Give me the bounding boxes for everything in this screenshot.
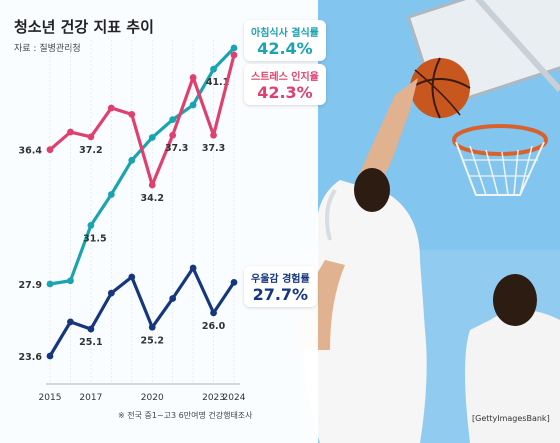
data-point-2-2021 — [169, 295, 177, 302]
data-point-0-2020 — [148, 134, 156, 141]
data-label-0-0: 27.9 — [19, 280, 42, 291]
data-point-0-2015 — [46, 280, 54, 288]
data-label-2-1: 25.1 — [79, 337, 102, 348]
data-point-1-2019 — [128, 110, 136, 118]
chart-title: 청소년 건강 지표 추이 — [14, 18, 154, 36]
chart-note: ※ 전국 중1~고3 6만여명 건강행태조사 — [118, 411, 253, 420]
data-label-1-1: 37.2 — [79, 145, 102, 156]
data-label-1-0: 36.4 — [19, 146, 43, 157]
series-end-label-1: 스트레스 인지율 42.3% — [244, 64, 326, 105]
data-point-1-2023 — [210, 131, 217, 139]
data-point-2-2015 — [46, 352, 54, 360]
series-line-2 — [48, 266, 236, 358]
data-point-2-2022 — [189, 264, 197, 272]
data-label-0-1: 31.5 — [83, 233, 106, 244]
data-label-2-0: 23.6 — [19, 352, 43, 363]
data-point-1-2017 — [87, 133, 95, 141]
x-tick-label-2024: 2024 — [223, 393, 246, 403]
series-end-value: 27.7% — [252, 285, 309, 304]
data-point-0-2019 — [128, 156, 136, 164]
data-point-1-2018 — [107, 104, 115, 112]
data-point-0-2021 — [169, 116, 177, 124]
data-point-1-2016 — [67, 128, 74, 136]
series-end-value: 42.3% — [257, 83, 313, 102]
series-end-label-0: 아침식사 결식률 42.4% — [244, 20, 326, 61]
series-end-label-2: 우울감 경험률 27.7% — [244, 266, 317, 307]
data-point-2-2016 — [67, 318, 74, 326]
data-point-1-2015 — [46, 146, 54, 154]
data-point-0-2022 — [189, 101, 197, 109]
series-name: 우울감 경험률 — [251, 274, 310, 285]
series-line-1 — [48, 53, 236, 187]
data-point-2-2018 — [107, 289, 115, 297]
data-point-1-2021 — [169, 131, 177, 139]
chart-panel: 청소년 건강 지표 추이 자료 : 질병관리청 2015 2017 2020 2023… — [0, 0, 318, 443]
photo-credit: [GettyImagesBank] — [472, 414, 550, 423]
chart-source: 자료 : 질병관리청 — [14, 44, 81, 54]
data-point-2-2017 — [87, 325, 95, 333]
data-point-2-2024 — [230, 278, 238, 286]
data-point-0-2024 — [230, 44, 238, 52]
x-tick-label-2015: 2015 — [39, 393, 62, 403]
data-point-2-2020 — [148, 323, 156, 331]
data-point-2-2023 — [210, 309, 217, 317]
data-label-2-3: 26.0 — [202, 321, 226, 332]
series-name: 스트레스 인지율 — [251, 72, 319, 83]
data-label-2-2: 25.2 — [140, 335, 163, 346]
data-label-1-2: 34.2 — [140, 193, 163, 204]
data-label-1-4: 37.3 — [202, 143, 225, 154]
data-point-0-2016 — [67, 277, 74, 285]
hoop — [452, 124, 548, 196]
series-end-value: 42.4% — [257, 39, 313, 58]
data-point-0-2017 — [87, 222, 95, 229]
data-point-0-2018 — [107, 191, 115, 198]
x-tick-label-2017: 2017 — [79, 393, 102, 403]
x-tick-label-2020: 2020 — [141, 393, 164, 403]
data-point-1-2024 — [230, 51, 238, 59]
data-point-1-2020 — [148, 181, 156, 189]
data-point-2-2019 — [128, 273, 136, 281]
data-point-1-2022 — [189, 74, 197, 81]
data-label-1-3: 37.3 — [165, 143, 188, 154]
data-label-0-2: 41.1 — [206, 77, 229, 88]
data-point-0-2023 — [210, 65, 217, 73]
x-tick-label-2023: 2023 — [202, 393, 225, 403]
series-name: 아침식사 결식률 — [251, 28, 319, 39]
basketball — [409, 57, 471, 119]
